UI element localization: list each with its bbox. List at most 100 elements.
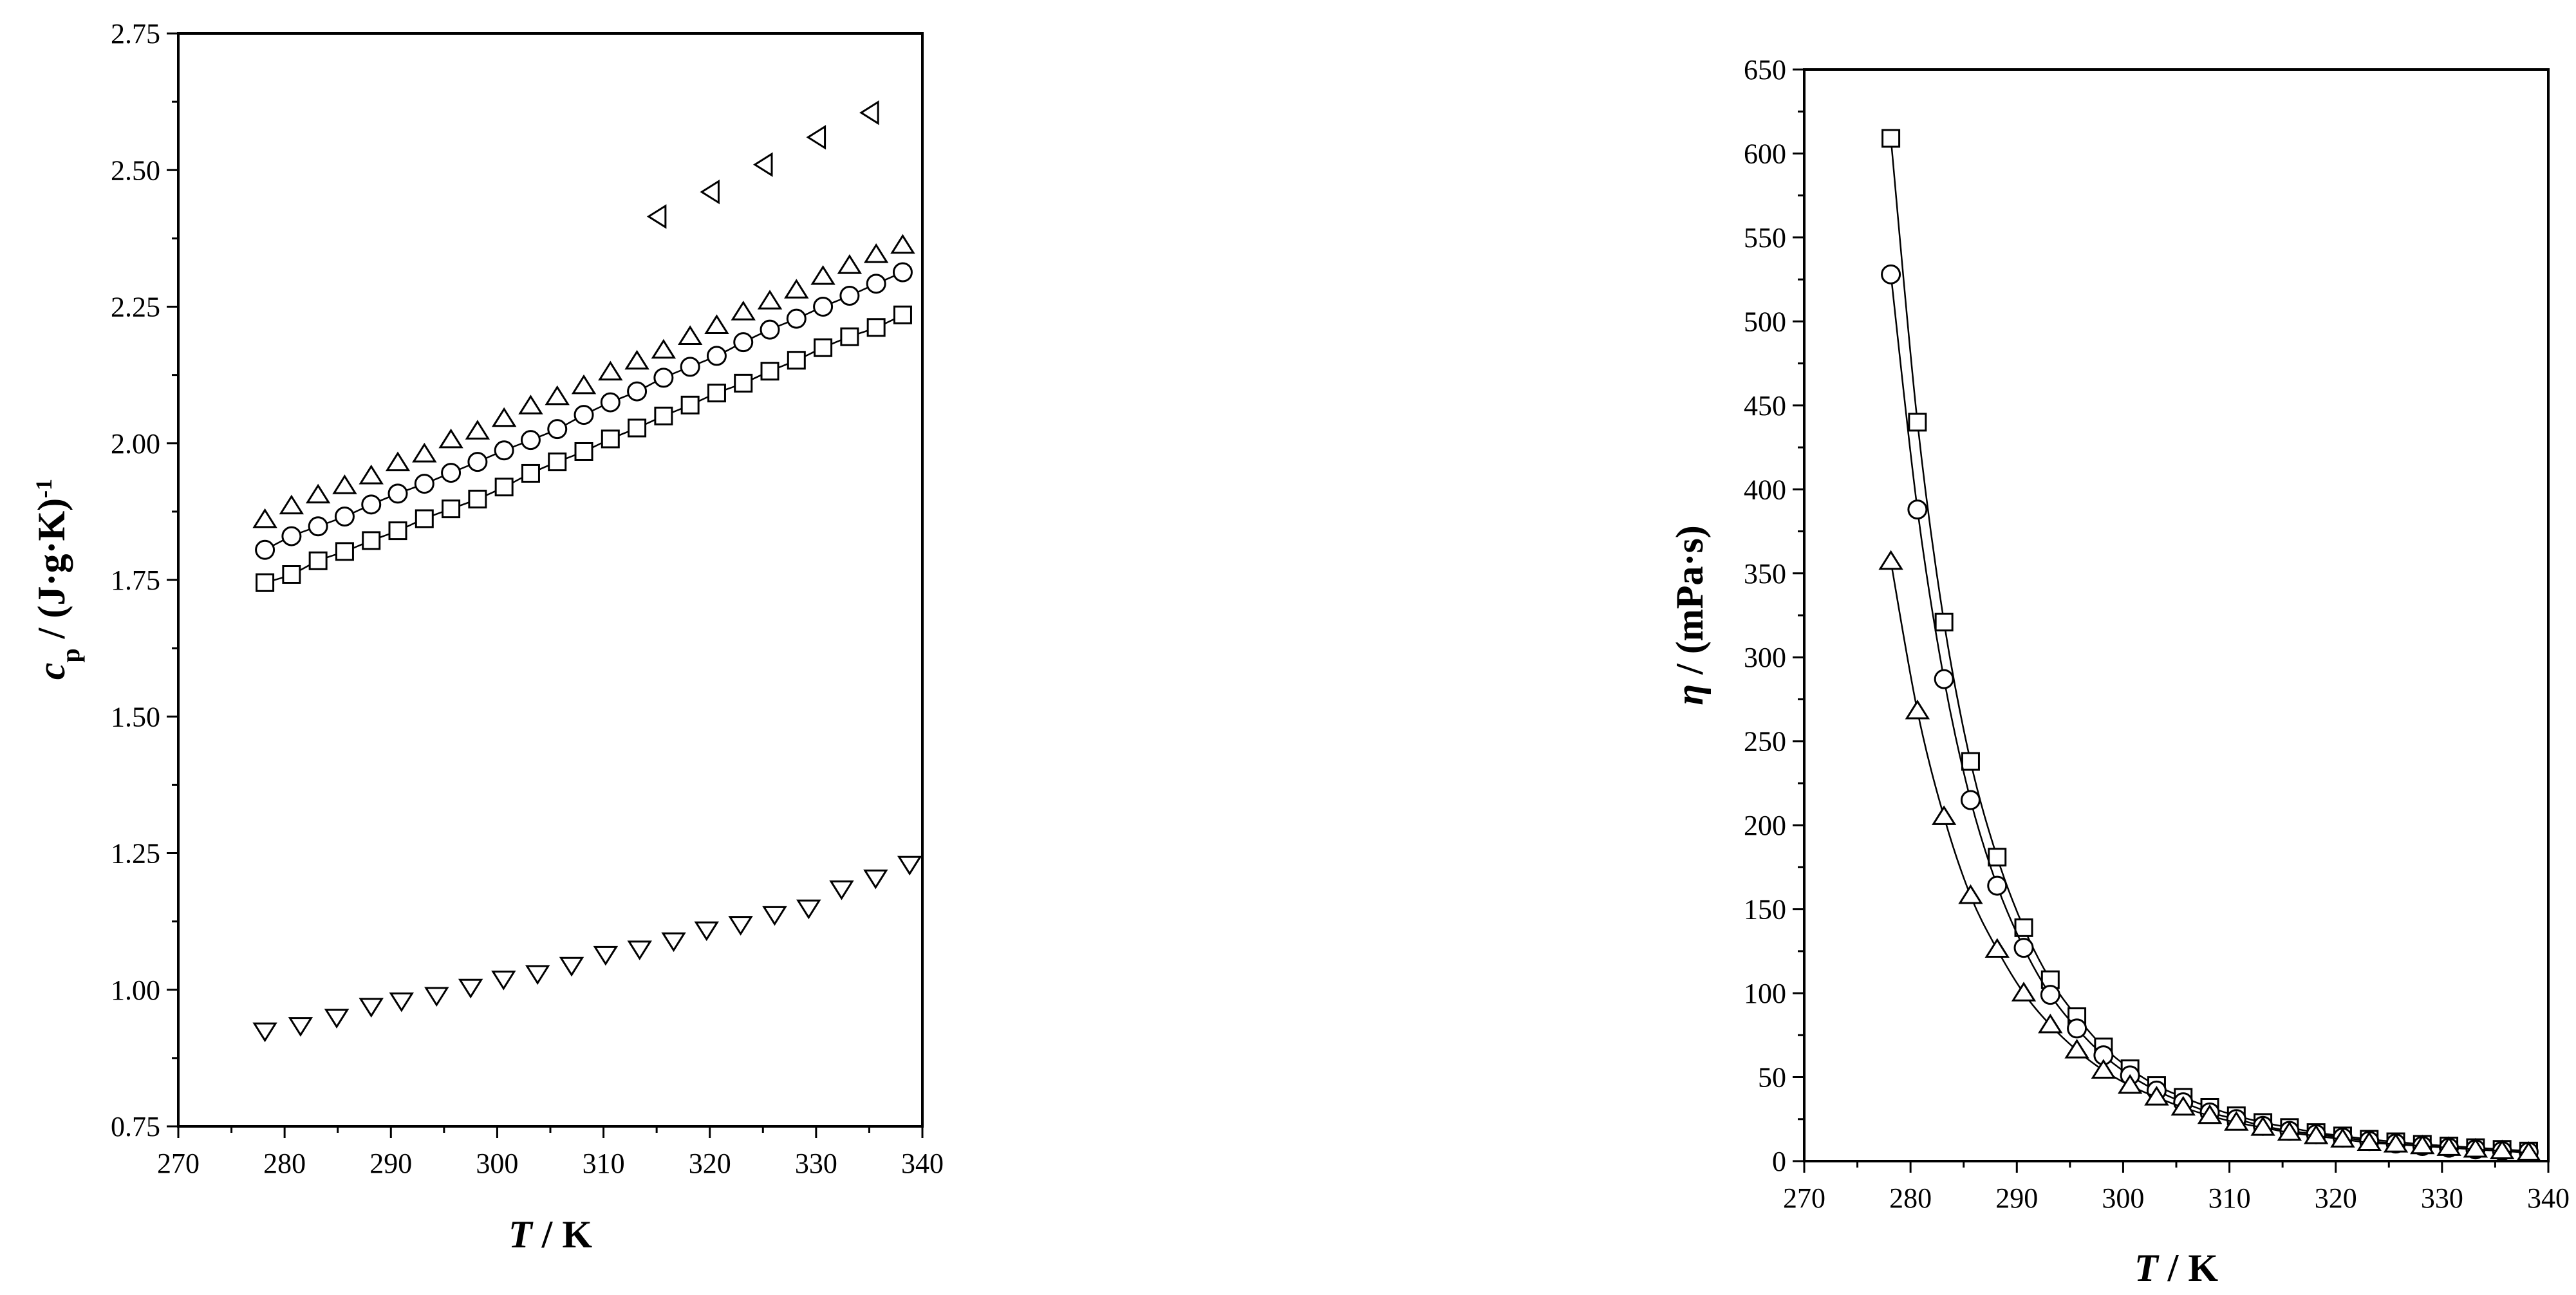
marker-circle xyxy=(653,368,674,388)
marker-triangle-up xyxy=(2038,1013,2063,1034)
marker-square xyxy=(814,338,833,357)
marker-triangle-down xyxy=(525,965,550,985)
x-tick-label: 270 xyxy=(1783,1182,1825,1214)
marker-square xyxy=(866,318,886,337)
y-tick-label: 350 xyxy=(1744,558,1786,590)
marker-triangle-down xyxy=(458,978,483,999)
marker-square xyxy=(1881,129,1901,148)
marker-square xyxy=(1961,752,1980,771)
marker-square xyxy=(256,573,275,592)
marker-triangle-up xyxy=(757,290,783,310)
marker-circle xyxy=(2013,938,2034,958)
marker-triangle-up xyxy=(890,234,915,254)
marker-square xyxy=(548,452,567,472)
y-tick-label: 1.00 xyxy=(111,974,160,1006)
marker-circle xyxy=(1960,790,1981,810)
marker-square xyxy=(574,442,593,461)
marker-circle xyxy=(813,297,834,317)
marker-triangle-up xyxy=(1958,884,1983,904)
marker-circle xyxy=(520,430,541,451)
marker-triangle-up xyxy=(2357,1131,2382,1151)
marker-square xyxy=(734,373,753,393)
marker-triangle-up xyxy=(359,464,384,485)
marker-circle xyxy=(786,308,807,329)
series-square xyxy=(1881,129,2538,1160)
series-square xyxy=(256,305,912,592)
marker-triangle-up xyxy=(545,385,570,405)
marker-triangle-up xyxy=(1905,699,1930,720)
marker-square xyxy=(442,499,461,519)
marker-triangle-up xyxy=(252,508,277,528)
x-tick-label: 300 xyxy=(2102,1182,2144,1214)
marker-triangle-up xyxy=(1984,938,2010,958)
marker-triangle-up xyxy=(2170,1095,2196,1116)
marks-layer xyxy=(1878,129,2541,1162)
marker-triangle-down xyxy=(694,921,719,942)
marker-triangle-up xyxy=(2197,1104,2223,1124)
marker-triangle-down xyxy=(593,946,619,966)
marker-circle xyxy=(1934,669,1954,689)
marker-square xyxy=(1908,413,1927,432)
series-triangle-left xyxy=(646,100,879,229)
marker-square xyxy=(760,362,779,381)
marker-triangle-up xyxy=(2224,1111,2249,1131)
x-tick-label: 300 xyxy=(476,1148,518,1179)
marker-triangle-down xyxy=(897,855,922,876)
marker-triangle-up xyxy=(2463,1137,2488,1158)
marker-triangle-up xyxy=(305,483,331,504)
marker-triangle-up xyxy=(810,265,835,285)
marker-triangle-up xyxy=(2011,982,2037,1002)
y-tick-label: 150 xyxy=(1744,894,1786,926)
marker-triangle-up xyxy=(2250,1115,2275,1136)
x-tick-label: 340 xyxy=(901,1148,944,1179)
y-tick-label: 1.75 xyxy=(111,564,160,596)
marker-square xyxy=(601,429,620,449)
marker-triangle-up xyxy=(571,374,597,395)
marker-triangle-left xyxy=(752,152,773,177)
marker-square xyxy=(388,521,407,541)
marker-triangle-down xyxy=(359,998,384,1018)
marker-circle xyxy=(706,346,727,366)
marker-square xyxy=(1934,612,1954,631)
y-tick-label: 0.75 xyxy=(111,1111,160,1142)
marker-circle xyxy=(2067,1018,2087,1039)
marker-square xyxy=(893,305,912,324)
y-tick-label: 650 xyxy=(1744,54,1786,86)
marker-triangle-left xyxy=(700,179,720,205)
marker-circle xyxy=(387,483,408,504)
x-tick-label: 340 xyxy=(2527,1182,2570,1214)
marker-triangle-up xyxy=(598,360,623,381)
marker-triangle-up xyxy=(491,407,517,427)
y-tick-label: 2.25 xyxy=(111,292,160,323)
marker-triangle-up xyxy=(1931,805,1957,825)
marker-square xyxy=(840,327,859,346)
marker-triangle-up xyxy=(704,314,729,334)
marker-circle xyxy=(414,474,434,494)
marker-square xyxy=(628,418,647,438)
marker-triangle-up xyxy=(2516,1141,2541,1161)
marker-triangle-down xyxy=(627,940,652,960)
y-tick-label: 0 xyxy=(1772,1146,1786,1177)
marker-circle xyxy=(839,286,860,306)
y-tick-label: 400 xyxy=(1744,474,1786,505)
marker-triangle-up xyxy=(412,442,437,463)
marker-circle xyxy=(334,507,355,527)
marker-triangle-up xyxy=(677,325,703,345)
series-line xyxy=(1890,138,2529,1152)
marker-triangle-up xyxy=(518,395,543,415)
y-tick-label: 2.75 xyxy=(111,18,160,50)
marker-square xyxy=(335,542,354,561)
marker-triangle-down xyxy=(559,956,584,977)
marker-triangle-up xyxy=(863,243,889,263)
axes-layer: 270 280 290 300 310 320 330 340 0.75 1.00 1.25 1.50… xyxy=(111,18,944,1179)
marker-square xyxy=(415,509,434,528)
marker-circle xyxy=(281,526,302,546)
x-tick-label: 330 xyxy=(2421,1182,2463,1214)
marker-square xyxy=(2014,918,2033,937)
marker-circle xyxy=(680,357,700,377)
marker-square xyxy=(654,406,673,425)
marker-triangle-down xyxy=(288,1017,313,1037)
chart-viscosity: 270 280 290 300 310 320 330 340 0 50 100 150 200 250 3… xyxy=(1668,54,2570,1289)
marker-square xyxy=(494,478,514,497)
